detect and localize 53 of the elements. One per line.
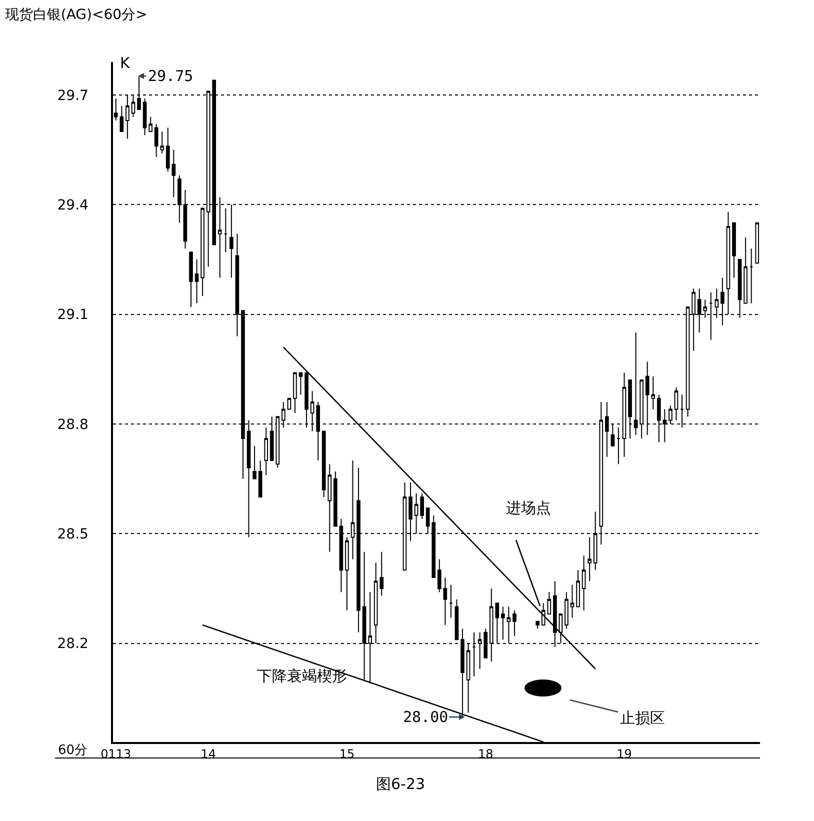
candlestick (345, 536, 349, 611)
candlestick (449, 584, 453, 618)
candlestick (674, 386, 678, 421)
candlestick (616, 427, 620, 465)
candlestick (576, 570, 580, 608)
candlestick (443, 576, 448, 626)
annotation: 止损区 (620, 709, 665, 727)
candlestick (333, 470, 338, 527)
candlestick (264, 427, 268, 476)
candlestick (200, 208, 204, 296)
y-tick-label: 29.4 (57, 197, 89, 214)
candlestick (293, 372, 297, 414)
candlestick (160, 130, 164, 154)
y-tick-label: 28.8 (57, 416, 88, 433)
candlestick (755, 222, 760, 264)
annotation: 28.00 (403, 708, 448, 726)
candlestick (148, 116, 152, 132)
candlestick (316, 402, 320, 461)
candlestick (749, 248, 754, 304)
candlestick (298, 372, 303, 396)
y-tick-label: 29.7 (57, 88, 88, 104)
candlestick (120, 105, 124, 132)
candlestick (744, 236, 748, 304)
candlestick (512, 610, 516, 636)
candlestick (287, 398, 292, 410)
annotation: 进场点 (506, 499, 551, 517)
candlestick (420, 492, 424, 520)
candlestick (224, 208, 228, 253)
candlestick (570, 584, 574, 618)
candlestick (252, 445, 256, 480)
candlestick (437, 558, 442, 593)
y-tick-label: 29.1 (57, 307, 88, 324)
candlestick (564, 592, 568, 630)
candlestick (189, 252, 193, 308)
caption: 图6-23 (376, 775, 426, 793)
chart-title: 现货白银(AG)<60分> (4, 6, 148, 23)
candlestick (501, 606, 505, 640)
annotation: 29.75 (148, 67, 194, 85)
candlestick (622, 372, 626, 458)
annotation: K (120, 54, 131, 72)
candlestick (142, 98, 147, 136)
candlestick (536, 620, 540, 630)
y-tick-label: 28.5 (57, 526, 88, 543)
candlestick (154, 124, 158, 158)
candlestick (732, 222, 736, 278)
candlestick (194, 258, 199, 304)
candlestick (588, 536, 592, 582)
candlestick (582, 555, 586, 611)
candlestick (454, 598, 459, 640)
candlestick (258, 460, 262, 498)
x-axis-title: 60分 (58, 743, 88, 758)
candlestick (605, 402, 609, 458)
y-tick-label: 28.2 (57, 636, 88, 652)
